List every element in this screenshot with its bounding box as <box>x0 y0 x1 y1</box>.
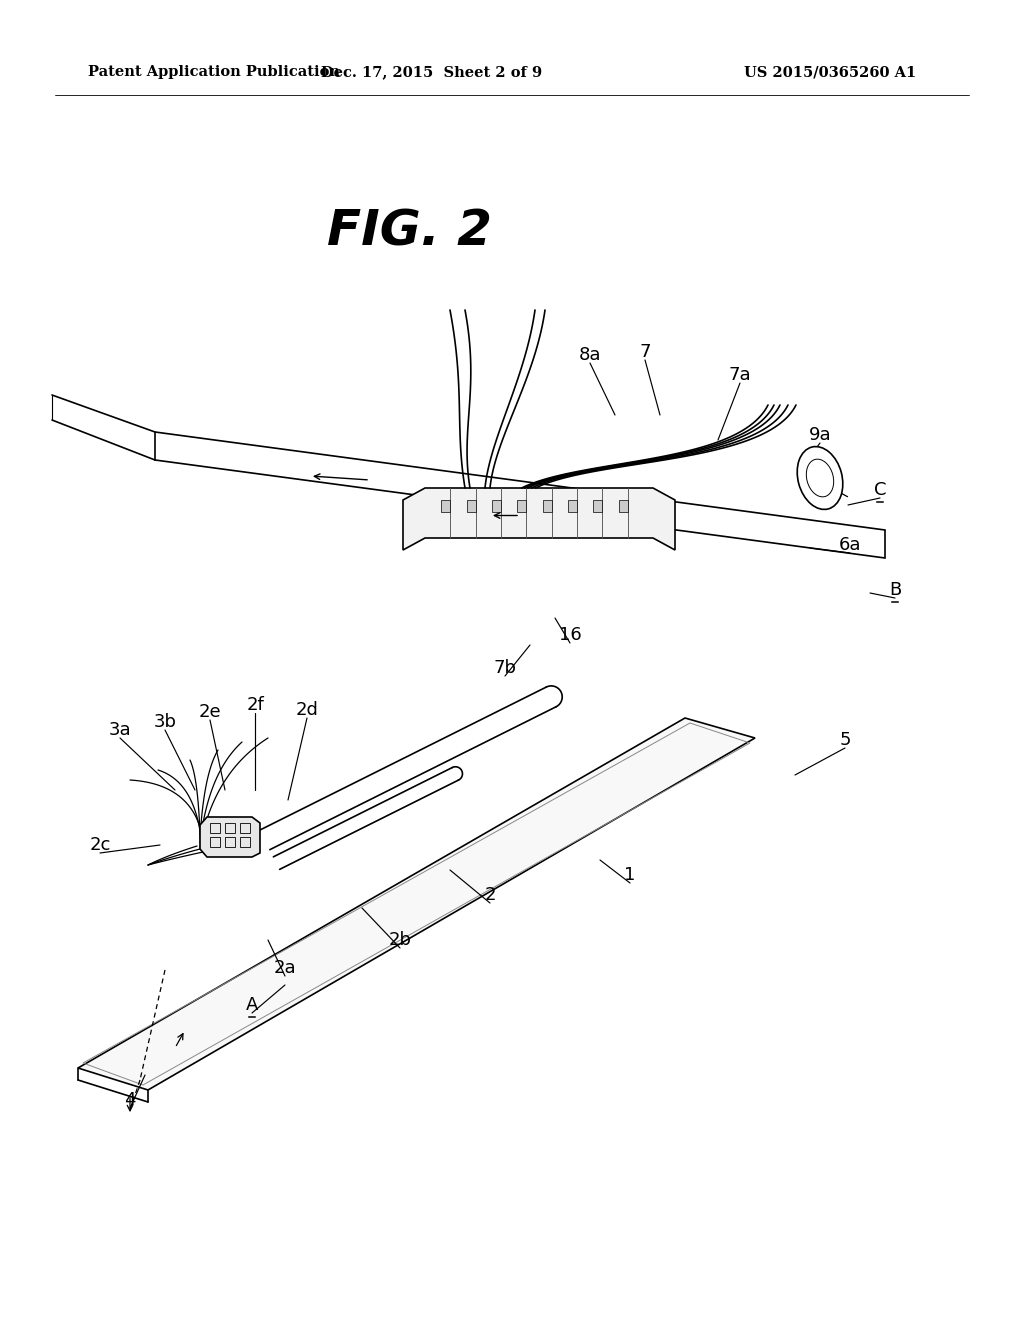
Bar <box>210 837 220 847</box>
Text: 2a: 2a <box>273 960 296 977</box>
Bar <box>492 500 501 512</box>
Text: 7b: 7b <box>494 659 516 677</box>
Bar <box>618 500 628 512</box>
Text: Dec. 17, 2015  Sheet 2 of 9: Dec. 17, 2015 Sheet 2 of 9 <box>322 65 543 79</box>
Bar <box>593 500 602 512</box>
Text: 9a: 9a <box>809 426 831 444</box>
Polygon shape <box>78 718 755 1090</box>
Text: 2f: 2f <box>246 696 264 714</box>
Text: 3b: 3b <box>154 713 176 731</box>
Bar <box>240 837 250 847</box>
Text: 2b: 2b <box>388 931 412 949</box>
Polygon shape <box>200 817 260 857</box>
Text: 2: 2 <box>484 886 496 904</box>
Text: Patent Application Publication: Patent Application Publication <box>88 65 340 79</box>
Bar <box>517 500 526 512</box>
Text: 16: 16 <box>559 626 582 644</box>
Text: 1: 1 <box>625 866 636 884</box>
Text: 8a: 8a <box>579 346 601 364</box>
Text: FIG. 2: FIG. 2 <box>327 207 493 255</box>
Bar <box>441 500 451 512</box>
Bar <box>210 822 220 833</box>
Bar <box>467 500 476 512</box>
Text: 5: 5 <box>840 731 851 748</box>
Text: 2c: 2c <box>89 836 111 854</box>
Text: B: B <box>889 581 901 599</box>
Bar <box>543 500 552 512</box>
Bar <box>225 837 234 847</box>
Text: C: C <box>873 480 886 499</box>
Polygon shape <box>403 488 675 550</box>
Text: A: A <box>246 997 258 1014</box>
Text: 7: 7 <box>639 343 650 360</box>
Text: US 2015/0365260 A1: US 2015/0365260 A1 <box>743 65 916 79</box>
Bar <box>225 822 234 833</box>
Text: 3a: 3a <box>109 721 131 739</box>
Bar <box>568 500 577 512</box>
Text: 6a: 6a <box>839 536 861 554</box>
Ellipse shape <box>798 446 843 510</box>
Text: 4: 4 <box>124 1092 136 1109</box>
Text: 2d: 2d <box>296 701 318 719</box>
Text: 2e: 2e <box>199 704 221 721</box>
Text: 7a: 7a <box>729 366 752 384</box>
Bar <box>240 822 250 833</box>
